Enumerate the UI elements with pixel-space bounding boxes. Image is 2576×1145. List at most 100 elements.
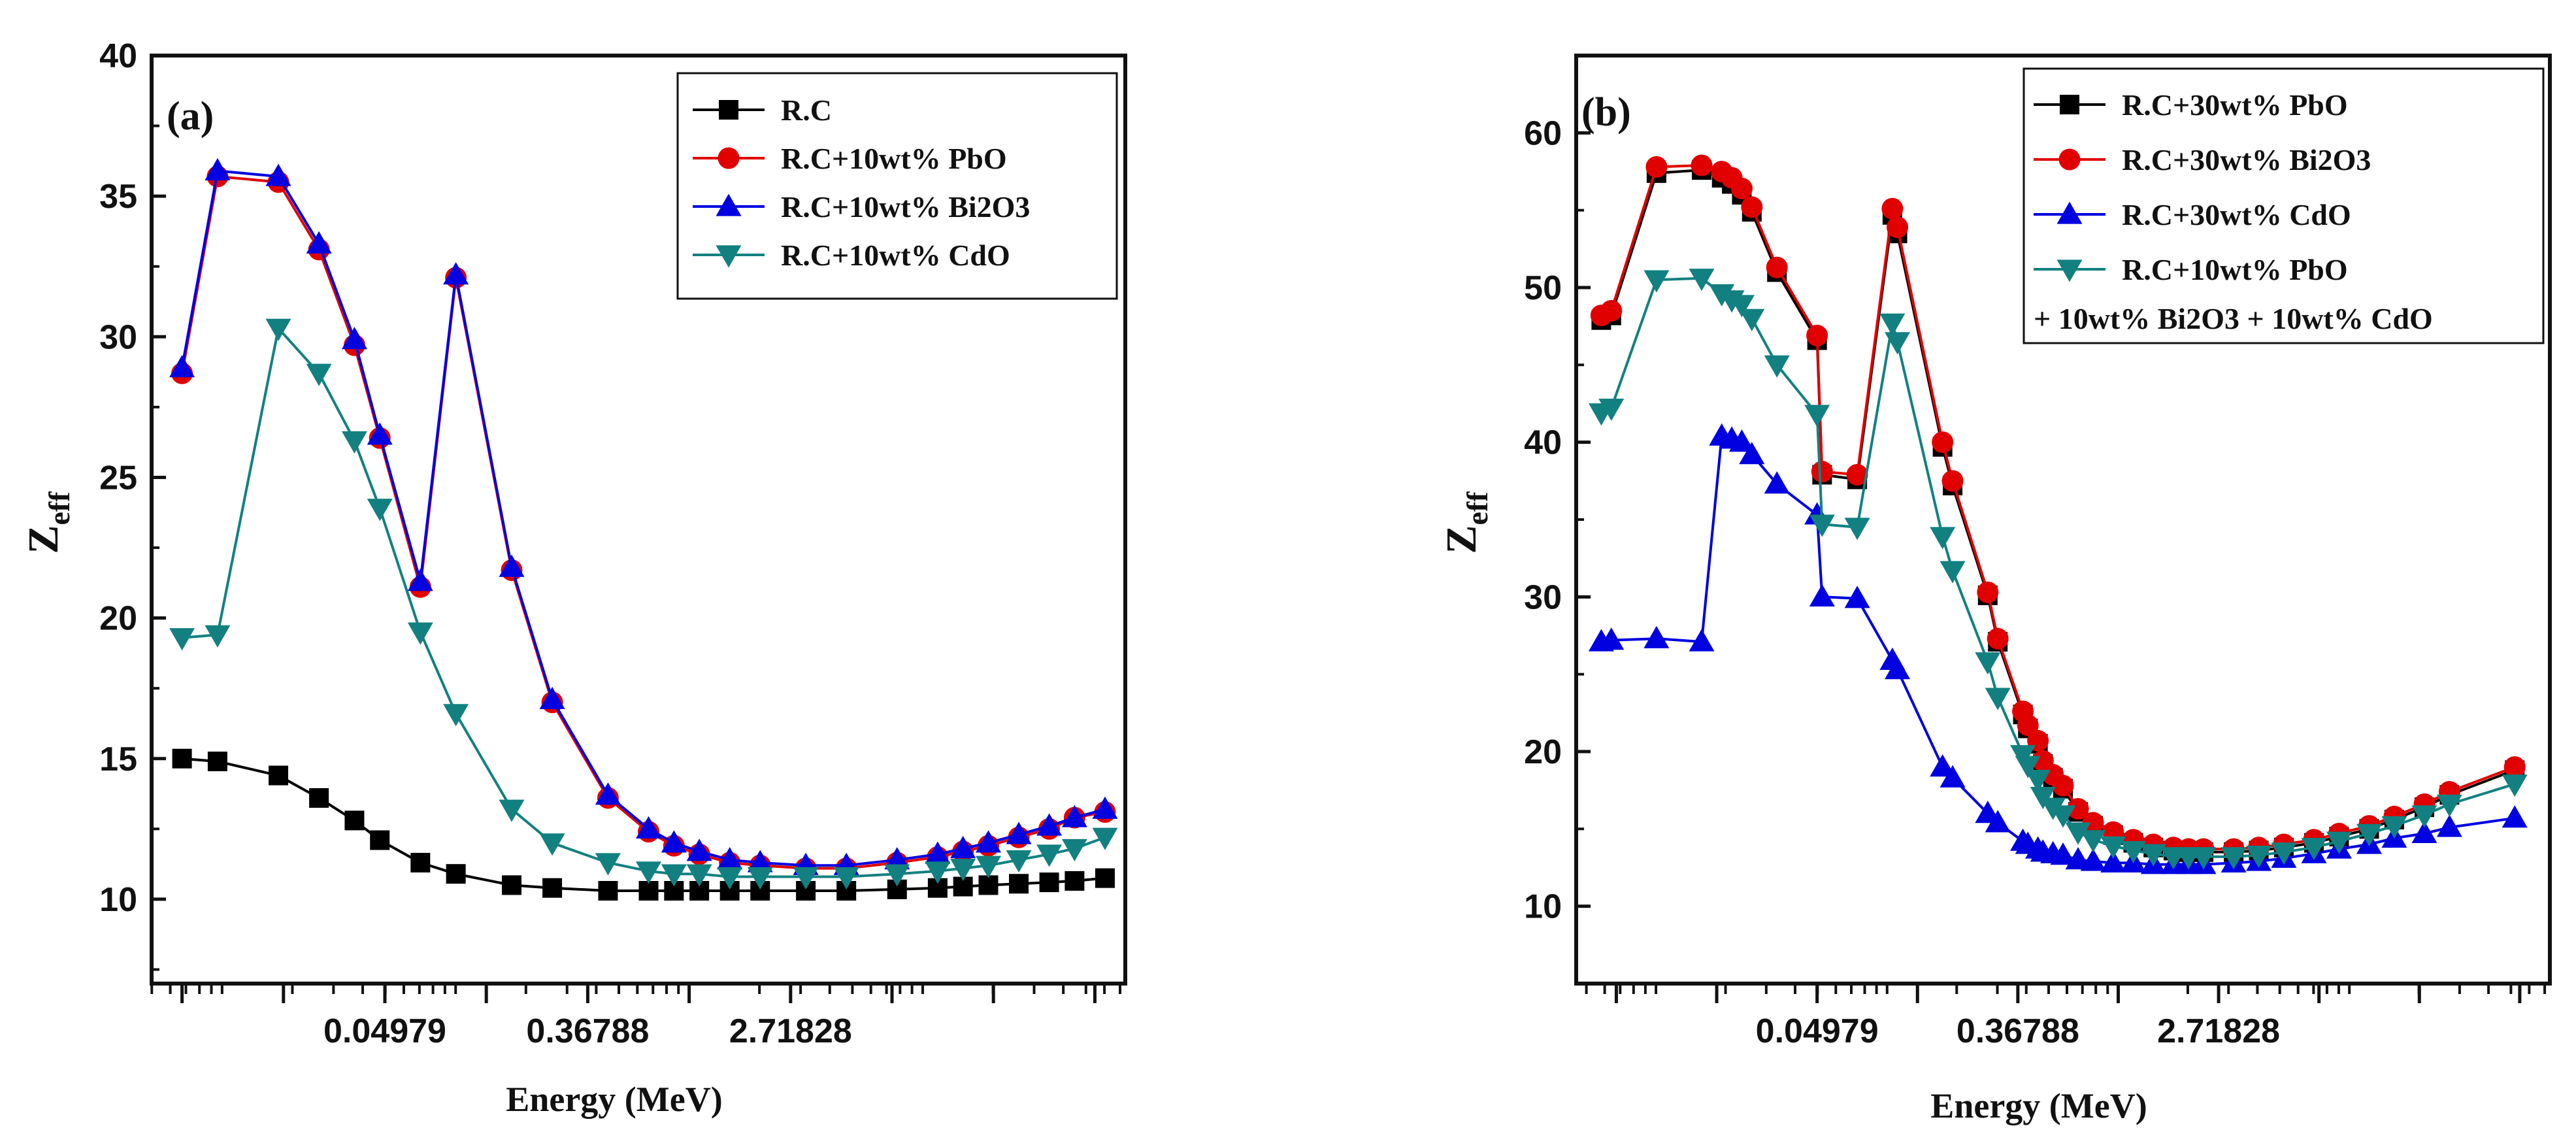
panel-a-series-2-point (661, 830, 687, 853)
panel-b-y-tick-label: 30 (1524, 578, 1562, 616)
panel-b-series-3-point (2100, 836, 2126, 859)
panel-a-series-0-point (1009, 874, 1029, 894)
panel-a-y-tick-label: 25 (99, 459, 137, 497)
panel-b-series-3-point (1764, 355, 1790, 378)
panel-b-series-3-point (2190, 847, 2217, 870)
panel-b-series-3-point (2221, 847, 2247, 870)
panel-a-series-3-point (407, 622, 433, 645)
panel-b-y-tick-label: 10 (1524, 888, 1562, 926)
panel-b-y-tick-label: 60 (1524, 114, 1562, 152)
panel-a-series-3-point (341, 431, 367, 454)
panel-b-series-3-point (1885, 332, 1911, 355)
panel-b-series-2-point (1844, 586, 1870, 608)
panel-a-series-2-point (686, 838, 712, 861)
panel-b-series-2-point (2502, 805, 2528, 828)
panel-a-series-2-point (539, 686, 565, 710)
panel-b-series-3-point (1709, 284, 1735, 307)
panel-a-series-3-point (833, 867, 859, 889)
panel-b-series-2-point (2411, 820, 2437, 844)
panel-a-series-2-point (975, 830, 1001, 853)
panel-a-series-3-point (793, 867, 819, 889)
panel-a-y-axis-title-base: Z (20, 525, 67, 554)
panel-b-series-3-point (1739, 308, 1765, 331)
panel-b-series-1-point (2017, 714, 2039, 737)
panel-b-y-tick-label: 20 (1524, 733, 1562, 771)
panel-a-series-2-point (341, 327, 367, 350)
panel-a-series-2-point (595, 782, 621, 805)
panel-a-series-0-point (1065, 871, 1085, 891)
panel-a-y-tick-label: 10 (99, 881, 137, 919)
panel-b-series-2-point (1885, 657, 1911, 680)
panel-b-series-3-point (2246, 845, 2272, 869)
panel-b-x-tick-label: 0.04979 (1756, 1012, 1879, 1050)
panel-b-series-3-point (1728, 295, 1755, 318)
panel-b-label: (b) (1581, 90, 1631, 135)
panel-b-legend-marker-1 (2058, 148, 2081, 171)
panel-b-legend-box (2023, 67, 2545, 344)
panel-a-y-tick-label: 20 (99, 600, 137, 638)
panel-b-series-3-point (1804, 405, 1830, 427)
panel-b-series-1-point (1846, 463, 1868, 486)
panel-a-series-2-point (636, 816, 662, 838)
panel-b-series-1-point (2052, 774, 2074, 797)
panel-a-legend-marker-0 (719, 100, 738, 120)
panel-a-y-tick-label: 15 (99, 740, 137, 778)
panel-a-series-2-point (407, 569, 433, 591)
panel-a-legend-label-3: R.C+10wt% CdO (781, 239, 1010, 272)
panel-b-series-3-point (1809, 514, 1835, 537)
panel-a-legend-marker-1 (718, 147, 740, 169)
panel-b-y-tick-label: 50 (1524, 269, 1562, 307)
panel-a-y-tick-label: 30 (99, 318, 137, 356)
panel-b-series-3-point (1598, 398, 1625, 422)
panel-a-y-tick-label: 40 (99, 37, 137, 75)
panel-b-series-1-point (2067, 798, 2089, 820)
panel-b-series-1-point (1941, 470, 1964, 492)
panel-a-series-2-point (306, 231, 332, 254)
panel-a-series-2-point (443, 262, 469, 285)
panel-b-series-3-point (2271, 842, 2297, 865)
panel-a-series-0-point (172, 748, 192, 769)
panel-b-series-1-point (1811, 461, 1833, 483)
panel-b-series-1-point (1645, 156, 1668, 178)
panel-a-series-3-point (636, 861, 662, 884)
panel-a-series-2-point (717, 847, 743, 870)
panel-a-series-2-point (499, 554, 525, 577)
panel-a-series-0-point (598, 881, 618, 901)
panel-a-series-0-point (1039, 872, 1059, 893)
panel-b-series-1-point (1887, 216, 1909, 239)
panel-b-series-2-point (1643, 625, 1670, 648)
panel-a-series-3-point (595, 853, 621, 876)
panel-b-series-3-point (2502, 774, 2528, 797)
panel-a-series-3-point (950, 858, 976, 882)
panel-b-series-3-point (2381, 816, 2407, 839)
panel-b-legend: R.C+30wt% PbO R.C+30wt% Bi2O3 R.C+30wt% Cd… (2023, 67, 2545, 344)
panel-b-series-2-point (1985, 810, 2011, 833)
panel-b-series-2-point (2100, 850, 2126, 873)
panel-b-series-3-point (2326, 831, 2352, 854)
panel-b-series-1-point (1806, 324, 1828, 346)
panel-b-series-1-point (1730, 178, 1753, 200)
panel-b-series-3-point (2080, 830, 2106, 853)
panel-b-series-3-point (2065, 822, 2091, 845)
panel-b-legend-marker-2 (2056, 201, 2083, 224)
panel-b-series-2-point (2080, 848, 2106, 871)
panel-a-series-3-point (443, 704, 469, 727)
panel-b-series-1-point (1987, 627, 2009, 650)
panel-a-series-0-point (309, 788, 329, 808)
panel-a-series-3-point (169, 628, 195, 651)
panel-b-y-axis-title-base: Z (1438, 525, 1485, 554)
panel-a-series-3-point (306, 363, 332, 386)
panel-a-y-axis-title: Zeff (20, 491, 76, 554)
panel-b-legend-label-0: R.C+30wt% PbO (2122, 88, 2348, 122)
panel-b-series-1-point (1766, 256, 1788, 278)
panel-a-series-0-point (207, 752, 227, 772)
panel-a-series-3-point (884, 864, 910, 887)
panel-a-series-3-point (925, 861, 951, 884)
panel-a-legend-marker-2 (716, 193, 742, 216)
panel-b-series-1-point (2082, 812, 2104, 834)
panel-a-series-0-point (638, 881, 659, 901)
panel-b-series-2-point (2065, 847, 2091, 870)
panel-b-legend-label-1: R.C+30wt% Bi2O3 (2122, 143, 2371, 176)
panel-b-series-1-point (1881, 197, 1904, 220)
panel-b-series-3-point (1643, 270, 1670, 293)
